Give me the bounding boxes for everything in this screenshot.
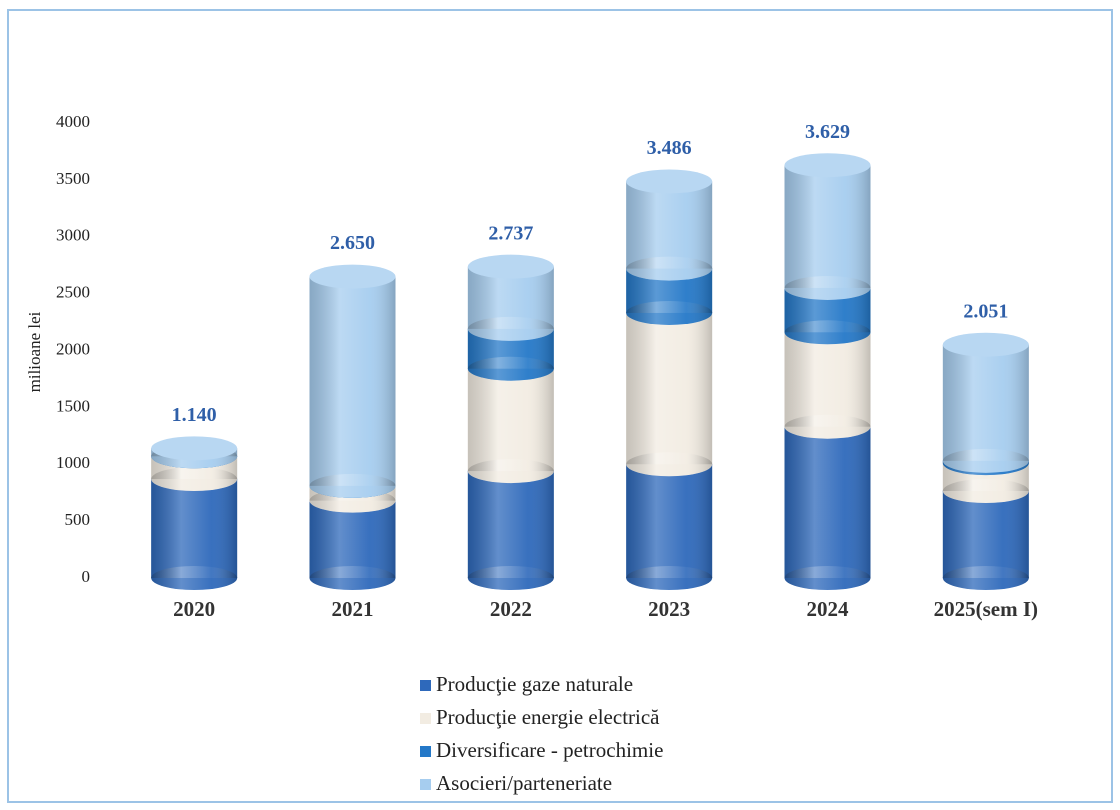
total-label: 3.629 [805,121,850,143]
y-tick-label: 2500 [56,283,90,302]
total-label: 2.737 [488,222,533,244]
bar-segment [151,436,238,469]
y-tick-label: 4000 [56,112,90,131]
bar-segment [784,320,871,439]
y-tick-label: 1000 [56,453,90,472]
x-tick-label: 2024 [807,597,850,621]
segment-top [784,153,871,178]
bar-segment [467,254,554,341]
x-tick-label: 2020 [173,597,215,621]
segment-shade [626,181,713,269]
legend-label: Producţie gaze naturale [436,672,633,696]
y-tick-label: 2000 [56,339,90,358]
segment-shade [942,344,1029,461]
segment-top [942,332,1029,357]
bar-segment [467,356,554,484]
segment-top [467,254,554,279]
frame [7,9,1113,803]
x-tick-label: 2022 [490,597,532,621]
segment-top [151,436,238,461]
segment-shade [784,165,871,288]
legend-swatch [420,713,431,724]
segment-shade [467,368,554,472]
legend-swatch [420,779,431,790]
total-label: 3.486 [647,137,692,159]
y-tick-label: 3000 [56,226,90,245]
y-tick-label: 500 [65,510,91,529]
bar-segment [626,452,713,590]
bar-segment [942,332,1029,473]
x-tick-label: 2021 [332,597,374,621]
legend-label: Asocieri/parteneriate [436,771,612,795]
total-label: 2.650 [330,232,375,254]
segment-shade [151,479,238,578]
x-tick-label: 2023 [648,597,690,621]
segment-top [626,169,713,194]
segment-top [309,264,396,289]
y-tick-label: 0 [82,567,91,586]
segment-shade [626,464,713,578]
total-label: 2.051 [963,300,1008,322]
x-tick-label: 2025(sem I) [934,597,1038,621]
bar-segment [626,169,713,281]
bar-segment [309,488,396,590]
legend-label: Producţie energie electrică [436,705,660,729]
bar-segment [784,414,871,590]
y-tick-label: 3500 [56,169,90,188]
y-tick-label: 1500 [56,396,90,415]
segment-shade [784,426,871,578]
segment-shade [942,490,1029,578]
segment-shade [784,332,871,427]
legend-swatch [420,680,431,691]
legend-label: Diversificare - petrochimie [436,738,663,762]
segment-shade [309,276,396,486]
bar-segment [626,300,713,477]
bar-segment [309,264,396,498]
legend-swatch [420,746,431,757]
total-label: 1.140 [172,404,217,426]
y-axis-label: milioane lei [25,311,44,392]
bar-segment [784,153,871,300]
segment-shade [467,471,554,578]
segment-shade [626,312,713,465]
segment-shade [309,500,396,578]
